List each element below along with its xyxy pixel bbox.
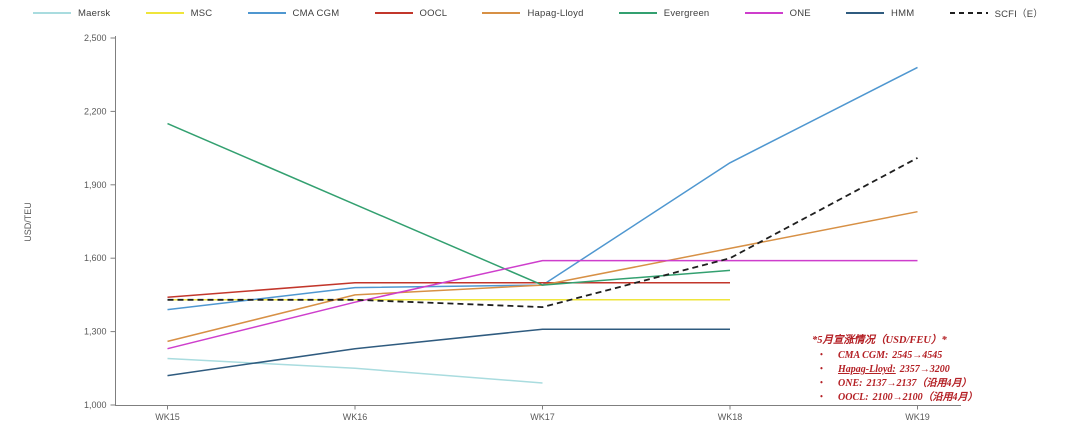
series-line-scfi-e- bbox=[167, 157, 918, 309]
y-tick-label: 1,600 bbox=[84, 253, 107, 263]
legend-item-one: ONE bbox=[744, 7, 811, 19]
legend-label: OOCL bbox=[419, 7, 448, 19]
x-tick-label: WK19 bbox=[905, 412, 930, 422]
annotation-carrier: OOCL: bbox=[838, 392, 869, 403]
series-line-one bbox=[167, 259, 918, 350]
legend-item-hmm: HMM bbox=[846, 8, 914, 19]
legend-label: ONE bbox=[789, 7, 811, 19]
x-tick-label: WK16 bbox=[343, 412, 368, 422]
annotation-values: 2100→2100（沿用4月） bbox=[872, 392, 978, 403]
y-tick-label: 1,300 bbox=[84, 327, 107, 337]
x-tick-label: WK15 bbox=[155, 412, 180, 422]
legend-label: MSC bbox=[190, 7, 213, 19]
scfi-dashed-line-swatch-icon bbox=[949, 12, 988, 14]
legend-item-evergreen: Evergreen bbox=[618, 7, 710, 19]
cma-cgm-line-swatch-icon bbox=[247, 12, 286, 14]
y-axis-title: USD/TEU bbox=[23, 202, 33, 242]
bullet-icon: • bbox=[820, 350, 823, 359]
y-tick-label: 2,500 bbox=[84, 33, 107, 43]
annotation-values: 2545→4545 bbox=[892, 350, 943, 361]
legend-label: Hapag-Lloyd bbox=[527, 7, 584, 19]
legend-label: SCFI（E） bbox=[994, 9, 1043, 20]
legend-item-scfi: SCFI（E） bbox=[949, 6, 1043, 20]
annotation-values: 2137→2137（沿用4月） bbox=[866, 378, 972, 389]
annotation-item-cma-cgm: • CMA CGM: 2545→4545 bbox=[812, 348, 1022, 362]
may-rate-announcement-note: *5月宣涨情况（USD/FEU）* • CMA CGM: 2545→4545 • Ha… bbox=[812, 332, 1022, 404]
y-tick-label: 1,000 bbox=[84, 400, 107, 410]
legend-item-oocl: OOCL bbox=[374, 7, 448, 19]
legend-label: CMA CGM bbox=[292, 7, 340, 19]
annotation-title: *5月宣涨情况（USD/FEU）* bbox=[812, 335, 947, 346]
annotation-carrier: ONE: bbox=[838, 378, 863, 389]
hmm-line-swatch-icon bbox=[846, 12, 885, 14]
bullet-icon: • bbox=[820, 364, 823, 373]
legend-item-cma-cgm: CMA CGM bbox=[247, 7, 340, 19]
series-line-hapag-lloyd bbox=[167, 210, 918, 343]
series-line-cma-cgm bbox=[167, 66, 918, 311]
annotation-values: 2357→3200 bbox=[899, 364, 950, 375]
legend-label: Evergreen bbox=[663, 7, 710, 19]
oocl-line-swatch-icon bbox=[374, 12, 413, 14]
series-line-evergreen bbox=[167, 122, 731, 286]
annotation-carrier: Hapag-Lloyd: bbox=[838, 364, 896, 375]
bullet-icon: • bbox=[820, 392, 823, 401]
hapag-lloyd-line-swatch-icon bbox=[482, 12, 521, 14]
x-tick-label: WK17 bbox=[530, 412, 555, 422]
legend-label: HMM bbox=[891, 7, 915, 19]
annotation-carrier: CMA CGM: bbox=[838, 350, 889, 361]
one-line-swatch-icon bbox=[744, 12, 783, 14]
legend: Maersk MSC CMA CGM OOCL Hapag-Lloyd Ever… bbox=[33, 6, 1043, 20]
bullet-icon: • bbox=[820, 378, 823, 387]
x-tick-label: WK18 bbox=[718, 412, 743, 422]
legend-label: Maersk bbox=[78, 7, 111, 19]
legend-item-hapag-lloyd: Hapag-Lloyd bbox=[482, 8, 583, 19]
legend-item-maersk: Maersk bbox=[33, 8, 110, 19]
series-line-maersk bbox=[167, 357, 543, 384]
series-line-hmm bbox=[167, 328, 730, 377]
annotation-item-hapag-lloyd: • Hapag-Lloyd: 2357→3200 bbox=[812, 362, 1022, 376]
evergreen-line-swatch-icon bbox=[618, 12, 657, 14]
y-tick-label: 2,200 bbox=[84, 106, 107, 116]
legend-item-msc: MSC bbox=[145, 7, 213, 19]
annotation-item-one: • ONE: 2137→2137（沿用4月） bbox=[812, 376, 1022, 390]
y-tick-label: 1,900 bbox=[84, 180, 107, 190]
maersk-line-swatch-icon bbox=[33, 12, 71, 14]
msc-line-swatch-icon bbox=[145, 12, 184, 14]
annotation-item-oocl: • OOCL: 2100→2100（沿用4月） bbox=[812, 390, 1022, 404]
